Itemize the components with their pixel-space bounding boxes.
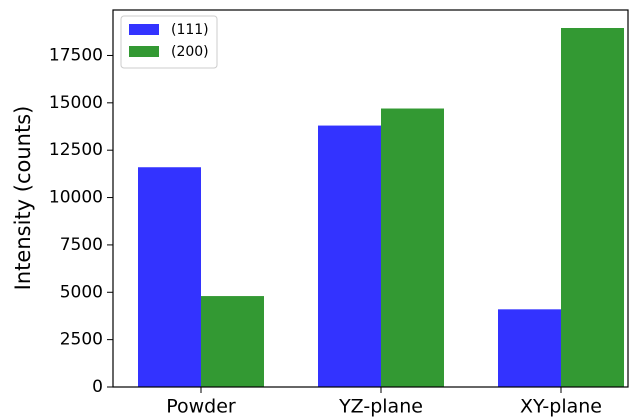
- x-tick-label: XY-plane: [520, 396, 602, 418]
- y-tick-label: 7500: [60, 235, 103, 255]
- legend-label: (111): [171, 22, 209, 38]
- axes-frame: [112, 9, 629, 388]
- bar: [381, 108, 444, 387]
- y-tick-label: 10000: [49, 188, 103, 208]
- y-tick-label: 17500: [49, 45, 103, 65]
- bar: [318, 125, 381, 388]
- bar: [561, 27, 624, 387]
- y-tick-label: 12500: [49, 140, 103, 160]
- bar: [201, 296, 264, 387]
- y-tick-label: 2500: [60, 330, 103, 350]
- y-tick-label: 0: [92, 377, 103, 397]
- legend-swatch: [129, 24, 159, 35]
- legend-swatch: [129, 46, 159, 57]
- bar: [498, 309, 561, 387]
- y-tick-label: 5000: [60, 282, 103, 302]
- y-axis-label: Intensity (counts): [11, 106, 35, 291]
- x-tick-label: Powder: [166, 396, 236, 418]
- legend-label: (200): [171, 44, 209, 60]
- bar: [138, 167, 201, 387]
- y-tick-label: 15000: [49, 93, 103, 113]
- x-tick-label: YZ-plane: [338, 396, 423, 418]
